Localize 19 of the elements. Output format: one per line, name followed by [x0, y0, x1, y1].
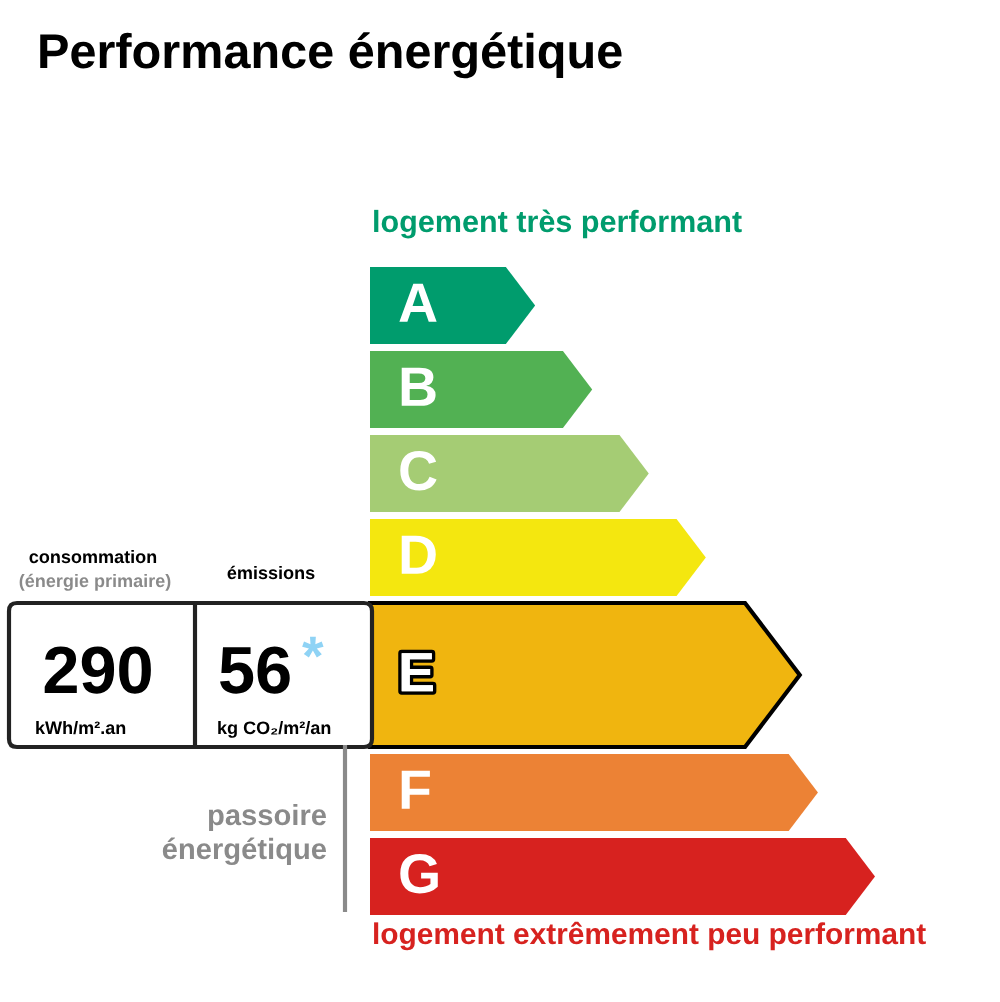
y-tick-label: E: [401, 653, 433, 692]
text: logement extrêmement peu performant: [374, 921, 926, 951]
text: émissions: [227, 565, 315, 580]
annotation: logement très performant: [374, 209, 742, 239]
chart-title: Performance énergétique: [40, 32, 622, 79]
y-tick-label: B: [401, 367, 436, 406]
text: (énergie primaire): [19, 573, 171, 591]
text: consommation: [29, 549, 157, 564]
y-tick-label: G: [400, 854, 438, 894]
y-tick-label: A: [399, 283, 437, 322]
text: kg CO₂/m²/an: [218, 720, 331, 738]
text: *: [302, 636, 324, 658]
text: passoire énergétique: [162, 803, 327, 866]
y-tick-label: D: [401, 535, 436, 574]
text: 56: [220, 646, 290, 694]
y-tick-label: F: [401, 770, 430, 809]
text: kWh/m².an: [36, 720, 126, 735]
y-tick-label: C: [400, 451, 437, 491]
text: 290: [44, 646, 151, 694]
